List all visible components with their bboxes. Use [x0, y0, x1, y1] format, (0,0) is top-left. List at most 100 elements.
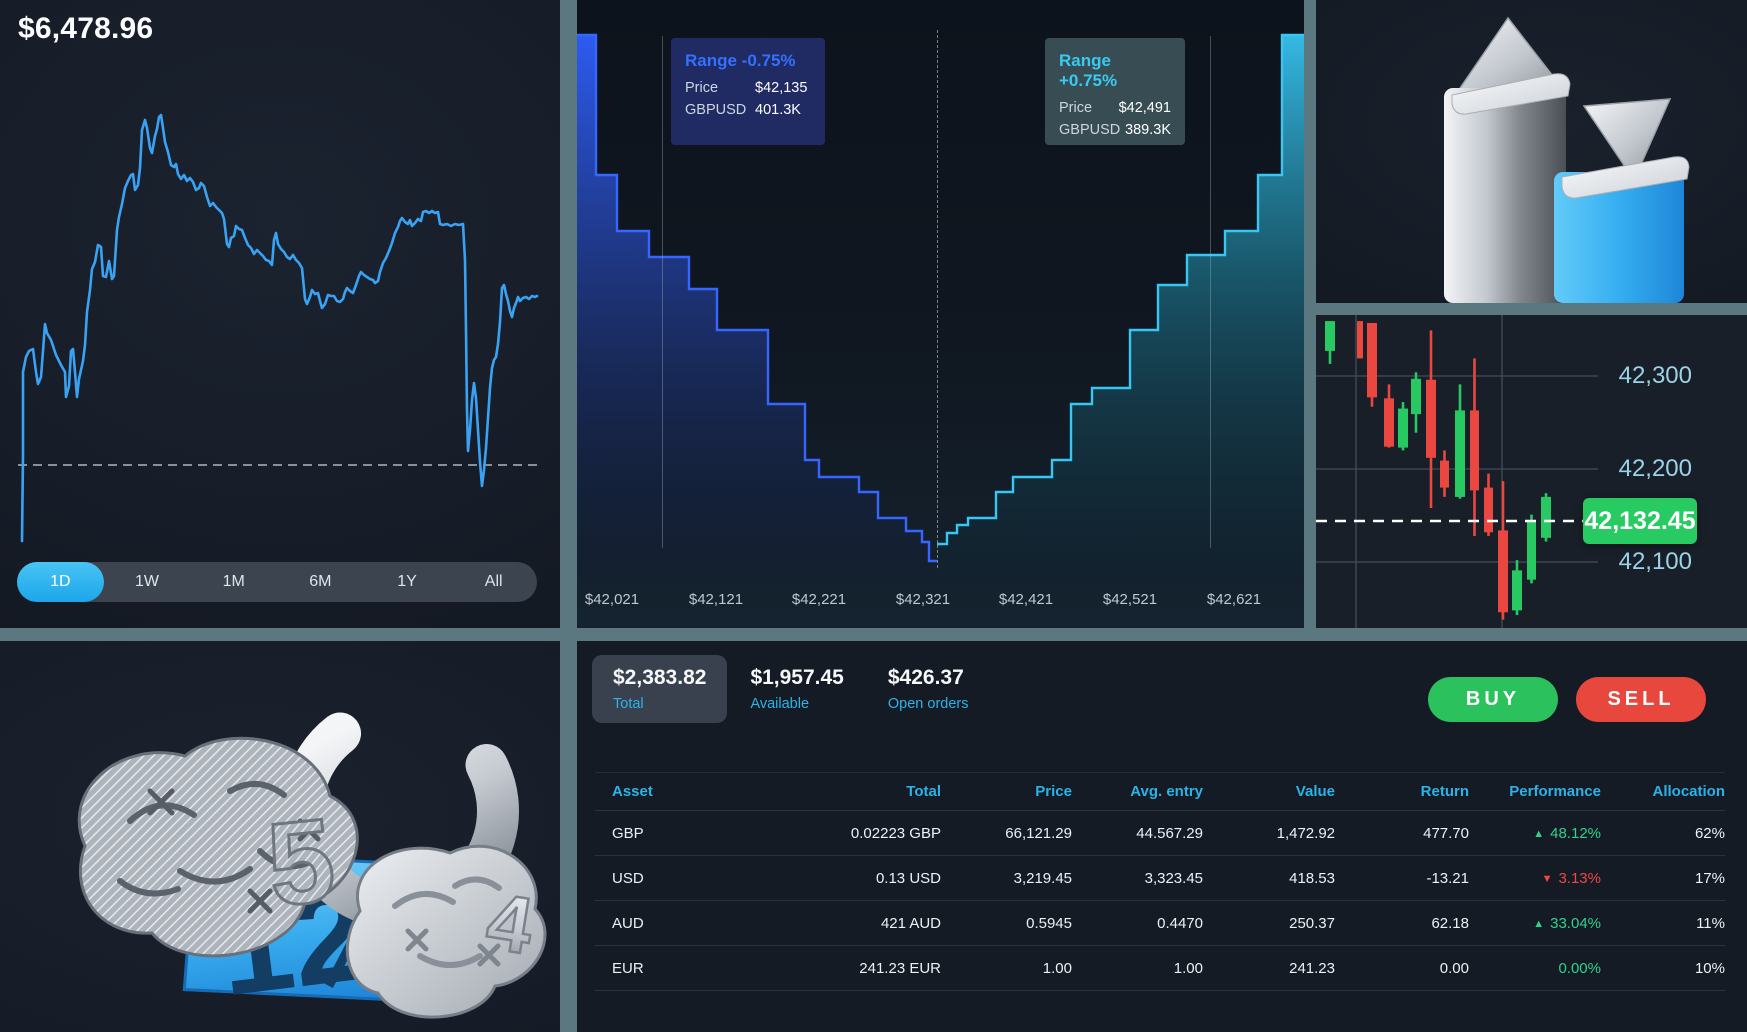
depth-x-tick: $42,121	[688, 591, 744, 608]
candle-up	[1541, 496, 1551, 538]
value-cell: 418.53	[1289, 869, 1335, 887]
bids-depth-area	[577, 35, 937, 575]
price-label: Price	[685, 80, 719, 96]
time-range-selector: 1D 1W 1M 6M 1Y All	[17, 562, 537, 602]
holdings-table: Asset Total Price Avg. entry Value Return Perf…	[595, 772, 1725, 991]
candle-up	[1325, 321, 1335, 351]
candle-up	[1411, 378, 1421, 415]
value-cell: 241.23	[1289, 959, 1335, 977]
ask-range-title: Range +0.75%	[1059, 51, 1118, 90]
column-header-total: Total	[906, 783, 941, 800]
holding-row-gbp[interactable]: GBP 0.02223 GBP 66,121.29 44.567.29 1,472.92…	[595, 811, 1725, 856]
range-button-1m[interactable]: 1M	[222, 573, 245, 590]
depth-x-tick: $42,021	[584, 591, 640, 608]
column-header-value: Value	[1295, 783, 1335, 800]
depth-x-tick: $42,521	[1102, 591, 1158, 608]
blue-pillar	[1554, 98, 1690, 303]
range-button-1w[interactable]: 1W	[135, 573, 159, 590]
holding-row-usd[interactable]: USD 0.13 USD 3,219.45 3,323.45 418.53 -13.21 ▼…	[595, 856, 1725, 901]
depth-x-tick: $42,221	[791, 591, 847, 608]
column-header-asset: Asset	[612, 783, 653, 800]
avg-entry-cell: 44.567.29	[1136, 824, 1203, 842]
asset-cell: GBP	[612, 824, 644, 842]
number-5: 5	[261, 794, 340, 932]
summary-open-orders: $426.37 Open orders	[867, 655, 990, 712]
ask-volume-row: GBPUSD 389.3K	[1059, 122, 1171, 138]
return-cell: 477.70	[1423, 824, 1469, 842]
value-cell: 1,472.92	[1276, 824, 1335, 842]
price-axis-tick: 42,100	[1618, 548, 1692, 575]
bid-range-title: Range -0.75%	[685, 51, 796, 70]
return-cell: 0.00	[1439, 959, 1469, 977]
total-label: Total	[613, 696, 644, 712]
avg-entry-cell: 3,323.45	[1144, 869, 1203, 887]
balance-panel: $6,478.96 1D 1W 1M 6M 1Y All	[0, 0, 560, 628]
balance-line-chart	[18, 113, 539, 543]
column-header-return: Return	[1420, 783, 1469, 800]
return-cell: -13.21	[1426, 869, 1469, 887]
pillars-3d-illustration	[1444, 16, 1690, 303]
performance-cell: 0.00%	[1558, 959, 1601, 977]
triangle-up-icon: ▲	[1533, 827, 1545, 840]
avg-entry-cell: 0.4470	[1157, 914, 1203, 932]
range-button-1y[interactable]: 1Y	[397, 573, 417, 590]
volume-value: 389.3K	[1125, 122, 1171, 138]
pair-label: GBPUSD	[1059, 122, 1121, 138]
scribble-blob-right	[345, 844, 547, 1019]
ask-range-tooltip: Range +0.75% Price $42,491 GBPUSD 389.3K	[1045, 38, 1185, 145]
candlestick-panel: 42,300 42,200 42,100 42,132.45	[1316, 315, 1747, 628]
candle-down	[1367, 322, 1377, 398]
available-label: Available	[750, 696, 810, 712]
candle-down	[1426, 379, 1436, 458]
balance-value: $6,478.96	[18, 12, 154, 45]
trading-panel: $2,383.82 Total $1,957.45 Available $426…	[577, 641, 1747, 1032]
pillars-illustration-panel	[1316, 0, 1747, 303]
market-depth-panel: Range -0.75% Price $42,135 GBPUSD 401.3K…	[577, 0, 1304, 628]
price-value: $42,491	[1118, 100, 1171, 116]
column-header-avg-entry: Avg. entry	[1130, 783, 1203, 800]
open-orders-label: Open orders	[887, 696, 969, 712]
available-value: $1,957.45	[750, 666, 844, 689]
range-button-1d[interactable]: 1D	[17, 562, 104, 602]
price-axis-tick: 42,200	[1618, 455, 1692, 482]
numbers-3d-illustration: 12 5 4	[77, 692, 547, 1023]
portfolio-summary: $2,383.82 Total $1,957.45 Available $426…	[592, 655, 991, 723]
total-cell: 0.02223 GBP	[850, 824, 941, 842]
holding-row-eur[interactable]: EUR 241.23 EUR 1.00 1.00 241.23 0.00 0.00% 10%	[595, 946, 1725, 991]
price-cell: 0.5945	[1026, 914, 1072, 932]
return-cell: 62.18	[1431, 914, 1469, 932]
sell-button[interactable]: SELL	[1576, 677, 1706, 722]
allocation-cell: 17%	[1694, 869, 1725, 887]
price-cell: 3,219.45	[1013, 869, 1072, 887]
avg-entry-cell: 1.00	[1173, 959, 1203, 977]
candle-up	[1398, 408, 1408, 448]
candle-up	[1512, 570, 1522, 611]
scribble-blob-left	[77, 736, 359, 958]
price-cell: 1.00	[1042, 959, 1072, 977]
performance-cell: ▲ 48.12%	[1533, 824, 1601, 842]
triangle-down-icon: ▼	[1541, 872, 1553, 885]
performance-cell: ▼ 3.13%	[1541, 869, 1601, 887]
range-button-all[interactable]: All	[484, 573, 503, 590]
buy-button[interactable]: BUY	[1428, 677, 1558, 722]
depth-x-tick: $42,321	[895, 591, 951, 608]
total-cell: 241.23 EUR	[859, 959, 941, 977]
value-cell: 250.37	[1289, 914, 1335, 932]
allocation-cell: 62%	[1694, 824, 1725, 842]
candle-down	[1357, 321, 1363, 359]
holding-row-aud[interactable]: AUD 421 AUD 0.5945 0.4470 250.37 62.18 ▲ 33.04%…	[595, 901, 1725, 946]
price-cell: 66,121.29	[1005, 824, 1072, 842]
bid-price-row: Price $42,135	[685, 80, 811, 96]
range-button-6m[interactable]: 6M	[309, 573, 332, 590]
candlestick-chart[interactable]	[1316, 315, 1747, 628]
numbers-illustration-panel: 12 5 4	[0, 641, 560, 1032]
ask-guide-line	[1210, 36, 1211, 548]
open-orders-value: $426.37	[887, 666, 964, 689]
summary-total: $2,383.82 Total	[592, 655, 728, 723]
bid-range-tooltip: Range -0.75% Price $42,135 GBPUSD 401.3K	[671, 38, 825, 145]
price-label: Price	[1059, 100, 1093, 116]
depth-chart[interactable]	[577, 0, 1304, 628]
candle-down	[1440, 460, 1449, 488]
volume-value: 401.3K	[755, 102, 801, 118]
silver-pillar	[1444, 16, 1571, 303]
